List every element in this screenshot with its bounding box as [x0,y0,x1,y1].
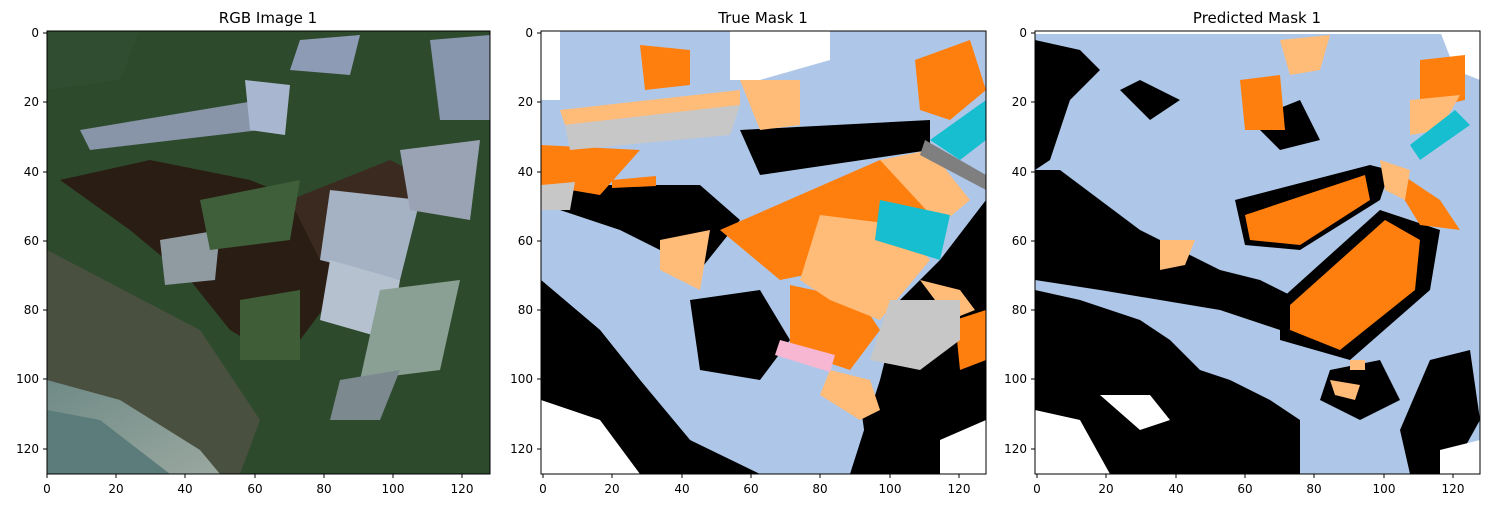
x-axis-ticks: 0 20 40 60 80 100 120 [539,474,970,496]
y-tick-label: 20 [24,95,39,109]
panel-title: True Mask 1 [717,9,808,27]
axes-frame [1034,30,1481,475]
predicted-mask-image [1035,31,1480,474]
axes-frame [540,30,987,475]
y-tick-label: 80 [24,303,39,317]
x-tick-label: 40 [177,482,192,496]
y-tick-label: 40 [518,165,533,179]
x-tick-label: 100 [382,482,405,496]
x-tick-label: 80 [812,482,827,496]
y-tick-label: 120 [16,442,39,456]
x-tick-label: 100 [879,482,902,496]
true-mask-image [541,31,986,474]
x-tick-label: 60 [247,482,262,496]
y-tick-label: 100 [16,372,39,386]
x-tick-label: 60 [1237,482,1252,496]
panel-rgb-image: RGB Image 1 [16,9,491,496]
y-tick-label: 120 [1004,442,1027,456]
x-tick-label: 0 [539,482,547,496]
x-tick-label: 0 [43,482,51,496]
y-tick-label: 100 [510,372,533,386]
y-tick-label: 60 [24,234,39,248]
panel-predicted-mask: Predicted Mask 1 [1004,9,1481,496]
x-tick-label: 20 [604,482,619,496]
y-tick-label: 40 [24,165,39,179]
x-tick-label: 120 [451,482,474,496]
y-tick-label: 100 [1004,372,1027,386]
x-tick-label: 20 [1098,482,1113,496]
axes-frame [46,30,491,475]
y-tick-label: 0 [1019,26,1027,40]
y-axis-ticks: 0 20 40 60 80 100 120 [16,26,47,456]
rgb-image [47,31,490,474]
x-tick-label: 60 [743,482,758,496]
x-tick-label: 80 [1306,482,1321,496]
y-axis-ticks: 0 20 40 60 80 100 120 [510,26,541,456]
y-tick-label: 80 [1012,303,1027,317]
y-tick-label: 120 [510,442,533,456]
panel-title: Predicted Mask 1 [1193,9,1321,27]
x-axis-ticks: 0 20 40 60 80 100 120 [43,474,473,496]
y-tick-label: 60 [518,234,533,248]
x-tick-label: 100 [1373,482,1396,496]
x-tick-label: 40 [1168,482,1183,496]
panel-title: RGB Image 1 [219,9,317,27]
x-tick-label: 0 [1033,482,1041,496]
y-tick-label: 0 [525,26,533,40]
x-tick-label: 120 [948,482,971,496]
panel-true-mask: True Mask 1 [510,9,987,496]
x-tick-label: 120 [1442,482,1465,496]
x-tick-label: 20 [108,482,123,496]
y-tick-label: 60 [1012,234,1027,248]
x-axis-ticks: 0 20 40 60 80 100 120 [1033,474,1464,496]
y-tick-label: 20 [518,95,533,109]
x-tick-label: 40 [674,482,689,496]
y-tick-label: 40 [1012,165,1027,179]
y-tick-label: 0 [31,26,39,40]
x-tick-label: 80 [316,482,331,496]
y-axis-ticks: 0 20 40 60 80 100 120 [1004,26,1035,456]
y-tick-label: 80 [518,303,533,317]
y-tick-label: 20 [1012,95,1027,109]
